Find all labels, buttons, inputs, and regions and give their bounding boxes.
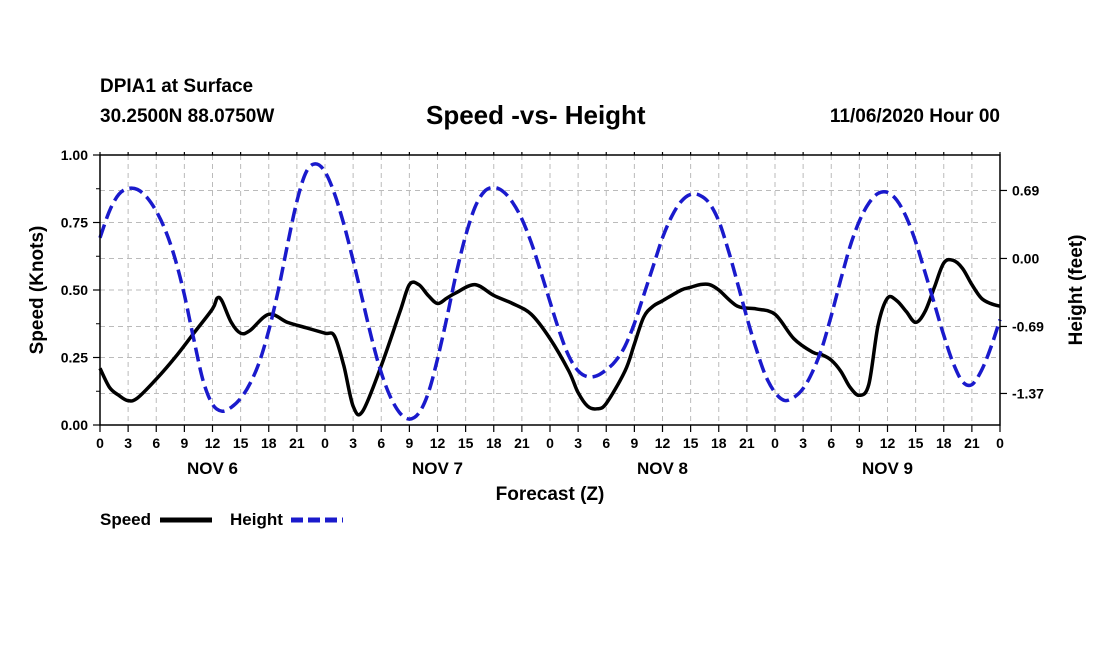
x-axis-title: Forecast (Z) [496,484,605,505]
y-left-tick-label: 0.00 [61,417,88,433]
x-tick-label: 21 [289,435,305,451]
y-left-tick-label: 0.25 [61,350,88,366]
y-right-tick-label: -1.37 [1012,385,1044,401]
forecast-datetime: 11/06/2020 Hour 00 [829,106,1000,127]
x-tick-label: 0 [96,435,104,451]
station-label: DPIA1 at Surface [100,76,254,97]
tick-labels: 0 3 6 9 12 15 18 21 0 3 6 9 12 15 18 21 0 3 6 9 12 15 18 21 0 3 6 9… [61,147,1044,478]
x-tick-label: 18 [711,435,727,451]
x-tick-label: 15 [233,435,249,451]
y-left-tick-label: 0.50 [61,282,88,298]
y-left-tick-label: 1.00 [61,147,88,163]
x-tick-label: 21 [964,435,980,451]
x-tick-label: 3 [574,435,582,451]
x-tick-label: 6 [827,435,835,451]
height-series-line [98,162,1002,421]
series-layer [98,162,1002,421]
x-tick-label: 15 [683,435,699,451]
x-tick-label: 18 [261,435,277,451]
x-tick-label: 6 [602,435,610,451]
x-tick-label: 12 [880,435,896,451]
y-right-tick-label: 0.69 [1012,182,1039,198]
legend-speed-label: Speed [100,510,151,529]
legend-height-label: Height [230,510,283,529]
x-tick-label: 6 [377,435,385,451]
x-tick-label: 3 [799,435,807,451]
x-tick-label: 21 [739,435,755,451]
x-tick-label: 9 [855,435,863,451]
y-right-tick-label: -0.69 [1012,318,1044,334]
x-tick-label: 9 [630,435,638,451]
chart-title: Speed -vs- Height [426,100,646,130]
day-label: NOV 8 [637,459,688,478]
x-tick-label: 0 [996,435,1004,451]
x-tick-label: 0 [321,435,329,451]
x-tick-label: 0 [546,435,554,451]
x-tick-label: 21 [514,435,530,451]
x-tick-label: 15 [458,435,474,451]
ticks [93,152,1007,432]
grid [100,155,1000,425]
x-tick-label: 3 [349,435,357,451]
x-tick-label: 18 [486,435,502,451]
day-label: NOV 7 [412,459,463,478]
x-tick-label: 0 [771,435,779,451]
coordinates-label: 30.2500N 88.0750W [100,106,275,127]
y-right-tick-label: 0.00 [1012,250,1039,266]
x-tick-label: 12 [430,435,446,451]
x-tick-label: 9 [180,435,188,451]
day-label: NOV 6 [187,459,238,478]
speed-series-line [98,257,1001,417]
y-axis-right-title: Height (feet) [1066,235,1087,346]
x-tick-label: 3 [124,435,132,451]
x-tick-label: 15 [908,435,924,451]
x-tick-label: 12 [655,435,671,451]
y-axis-left-title: Speed (Knots) [27,226,48,355]
day-label: NOV 9 [862,459,913,478]
x-tick-label: 9 [405,435,413,451]
x-tick-label: 6 [152,435,160,451]
y-left-tick-label: 0.75 [61,215,88,231]
x-tick-label: 18 [936,435,952,451]
x-tick-label: 12 [205,435,221,451]
legend: Speed Height [100,510,343,529]
